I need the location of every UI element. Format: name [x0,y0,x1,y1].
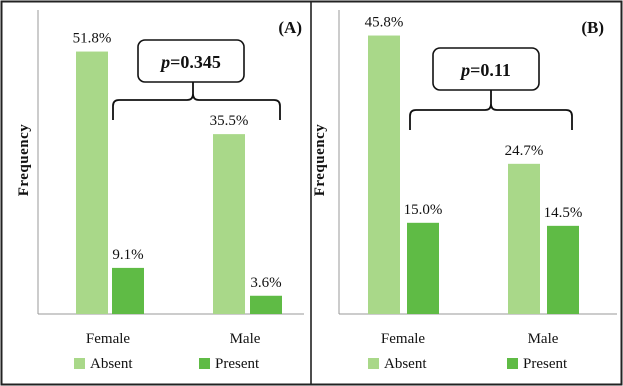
panel-b-data-label-present-female: 15.0% [404,202,443,218]
panel-a-p-symbol: p [159,52,170,72]
panel-b-x-tick-female: Female [381,331,425,347]
panel-b-legend-swatch-absent [368,358,379,369]
panel-a-p-value-box [137,39,245,83]
panel-b-legend-label-absent: Absent [384,356,427,372]
panel-a-bar-absent-male [213,134,245,314]
panel-b-bar-absent-male [508,163,540,314]
panel-b-significance-brace [409,90,573,130]
panel-a-p-value-text: p=0.345 [159,52,221,72]
panel-a-legend-label-absent: Absent [90,356,133,372]
panel-b-p-value-box [432,47,540,91]
panel-a-legend-swatch-absent [74,358,85,369]
panel-a-legend-label-present: Present [215,356,260,372]
panel-b-bar-present-female [407,222,439,314]
panel-a-chart: Frequency (A) 51.8% 35.5% 9.1% 3.6% Female Male… [16,10,304,372]
panel-b-data-label-present-male: 14.5% [544,205,583,221]
panel-a-p-number: =0.345 [170,52,221,72]
panel-b-y-axis-label: Frequency [312,124,328,197]
panel-a-data-label-absent-male: 35.5% [210,113,249,129]
panel-a-data-label-present-female: 9.1% [112,247,143,263]
panel-b-x-tick-male: Male [528,331,559,347]
panel-a-y-axis-label: Frequency [16,124,32,197]
panel-b-legend-swatch-present [507,358,518,369]
panel-b-data-label-absent-female: 45.8% [365,15,404,31]
panel-b-bar-present-male [547,225,579,314]
panel-a-data-label-present-male: 3.6% [250,275,281,291]
panel-a-legend-swatch-present [199,358,210,369]
panel-b-panel-label: (B) [581,18,604,37]
panel-a-bar-present-male [250,295,282,314]
panel-a-bar-present-female [112,267,144,314]
panel-a-significance-brace [112,82,281,120]
panel-a-bar-absent-female [76,51,108,315]
panel-b-p-symbol: p [459,60,470,80]
panel-b-p-number: =0.11 [470,60,511,80]
panel-b-legend-label-present: Present [523,356,568,372]
panel-b-bar-absent-female [368,35,400,314]
panel-a-data-label-absent-female: 51.8% [73,31,112,47]
panel-a-x-tick-female: Female [86,331,130,347]
panel-b-p-value-text: p=0.11 [459,60,511,80]
panel-a-panel-label: (A) [278,18,302,37]
panel-b-chart: Frequency (B) 45.8% 24.7% 15.0% 14.5% Female Ma… [312,10,617,372]
panel-a-x-tick-male: Male [230,331,261,347]
panel-b-data-label-absent-male: 24.7% [505,143,544,159]
